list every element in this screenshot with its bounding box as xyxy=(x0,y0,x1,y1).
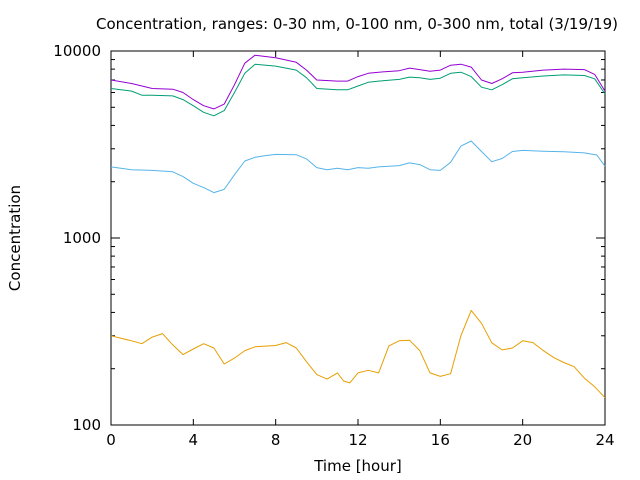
x-tick-label: 4 xyxy=(189,431,199,449)
chart-title: Concentration, ranges: 0-30 nm, 0-100 nm… xyxy=(96,15,618,33)
x-tick-label: 0 xyxy=(106,431,116,449)
x-tick-label: 24 xyxy=(595,431,614,449)
y-axis-ticks: 100 1000 10000 xyxy=(53,42,605,434)
x-axis-ticks: 0 4 8 12 16 20 24 xyxy=(106,51,615,449)
series-line-3 xyxy=(110,63,606,117)
y-tick-label: 100 xyxy=(72,416,101,434)
x-tick-label: 20 xyxy=(513,431,532,449)
series-layer xyxy=(110,54,606,399)
x-axis-label: Time [hour] xyxy=(313,457,402,475)
y-tick-label: 1000 xyxy=(63,229,101,247)
x-tick-label: 12 xyxy=(348,431,367,449)
y-tick-label: 10000 xyxy=(53,42,101,60)
plot-area-border xyxy=(110,50,606,426)
x-tick-label: 8 xyxy=(271,431,281,449)
x-tick-label: 16 xyxy=(431,431,450,449)
series-line-1 xyxy=(110,309,606,399)
series-line-2 xyxy=(110,140,606,194)
series-line-4 xyxy=(110,54,606,110)
y-axis-label: Concentration xyxy=(6,185,24,291)
